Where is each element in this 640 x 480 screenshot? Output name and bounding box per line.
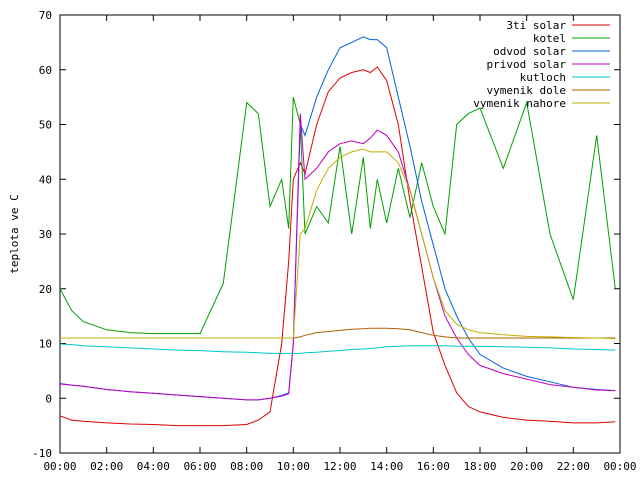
y-tick-label: 10 bbox=[39, 338, 52, 351]
x-tick-label: 00:00 bbox=[43, 460, 76, 473]
legend-label: odvod solar bbox=[493, 45, 566, 58]
x-tick-label: 16:00 bbox=[417, 460, 450, 473]
y-tick-label: 40 bbox=[39, 173, 52, 186]
series-line-kotel bbox=[59, 96, 616, 335]
legend-label: 3ti solar bbox=[506, 19, 566, 32]
y-axis: -10 0 10 20 30 40 50 60 70 bbox=[32, 9, 620, 460]
x-axis: 00:00 02:00 04:00 06:00 08:00 10:00 12:00 14:00… bbox=[43, 15, 637, 473]
x-tick-label: 02:00 bbox=[90, 460, 123, 473]
series-line-3ti-solar bbox=[59, 66, 616, 427]
y-tick-label: 50 bbox=[39, 119, 52, 132]
x-tick-label: 06:00 bbox=[183, 460, 216, 473]
y-tick-label: 70 bbox=[39, 9, 52, 22]
legend-label: kutloch bbox=[520, 71, 566, 84]
y-axis-title: teplota ve C bbox=[8, 194, 21, 273]
x-tick-label: 08:00 bbox=[230, 460, 263, 473]
y-tick-label: 30 bbox=[39, 228, 52, 241]
x-tick-label: 12:00 bbox=[323, 460, 356, 473]
x-tick-label: 00:00 bbox=[603, 460, 636, 473]
x-tick-label: 18:00 bbox=[463, 460, 496, 473]
x-tick-label: 20:00 bbox=[510, 460, 543, 473]
series-line-kutloch bbox=[59, 343, 616, 354]
legend-label: kotel bbox=[533, 32, 566, 45]
legend-label: privod solar bbox=[487, 58, 567, 71]
series-line-vymenik-nahore bbox=[60, 148, 616, 340]
legend-label: vymenik nahore bbox=[473, 97, 566, 110]
x-tick-label: 10:00 bbox=[277, 460, 310, 473]
x-tick-label: 14:00 bbox=[370, 460, 403, 473]
series-group bbox=[59, 36, 616, 427]
series-line-privod-solar bbox=[59, 113, 616, 401]
y-tick-label: 20 bbox=[39, 283, 52, 296]
y-tick-label: 60 bbox=[39, 64, 52, 77]
x-tick-label: 22:00 bbox=[557, 460, 590, 473]
x-tick-label: 04:00 bbox=[137, 460, 170, 473]
y-tick-label: 0 bbox=[45, 392, 52, 405]
y-tick-label: -10 bbox=[32, 447, 52, 460]
legend-label: vymenik dole bbox=[487, 84, 566, 97]
